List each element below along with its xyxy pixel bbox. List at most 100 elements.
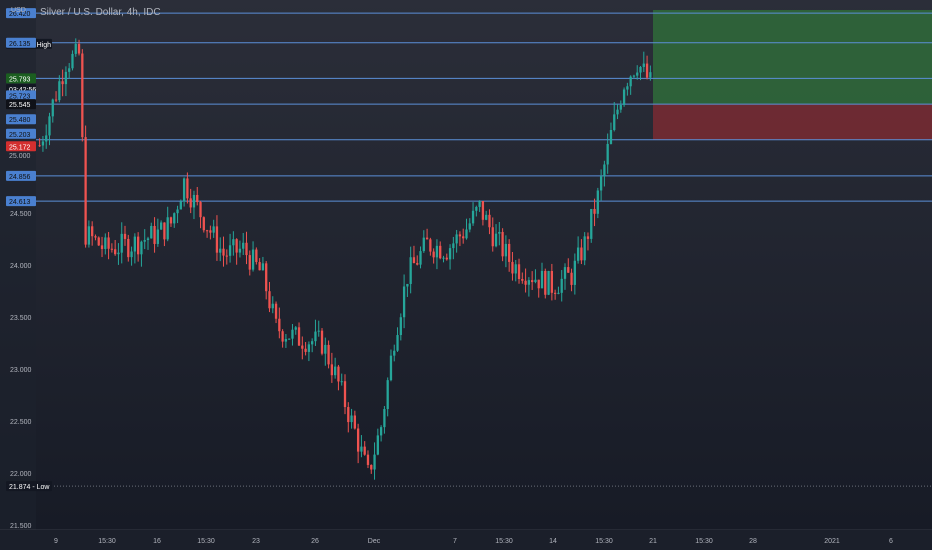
candle-body[interactable] — [251, 249, 255, 270]
candle-body[interactable] — [343, 381, 347, 408]
candle-body[interactable] — [307, 344, 311, 352]
candle-body[interactable] — [291, 329, 294, 339]
candle-body[interactable] — [189, 198, 192, 208]
candle-body[interactable] — [130, 251, 133, 258]
candle-body[interactable] — [622, 89, 626, 105]
candle-body[interactable] — [353, 415, 356, 429]
candle-body[interactable] — [288, 338, 291, 340]
candle-body[interactable] — [563, 267, 567, 279]
candle-body[interactable] — [425, 237, 429, 240]
candle-body[interactable] — [393, 350, 396, 356]
candle-body[interactable] — [159, 222, 163, 230]
candle-body[interactable] — [156, 229, 159, 244]
candle-body[interactable] — [521, 278, 524, 281]
candle-body[interactable] — [136, 236, 140, 255]
candle-body[interactable] — [61, 81, 64, 85]
candle-body[interactable] — [494, 233, 498, 247]
candle-body[interactable] — [448, 248, 452, 260]
candle-body[interactable] — [491, 227, 494, 247]
candle-body[interactable] — [360, 446, 363, 452]
candle-body[interactable] — [173, 213, 176, 224]
candle-body[interactable] — [429, 239, 432, 252]
candle-body[interactable] — [120, 233, 123, 253]
candle-body[interactable] — [314, 331, 317, 342]
candle-body[interactable] — [442, 257, 445, 259]
candle-body[interactable] — [48, 116, 51, 136]
candle-body[interactable] — [38, 145, 41, 147]
candle-body[interactable] — [51, 99, 54, 117]
candle-body[interactable] — [268, 291, 271, 309]
candle-body[interactable] — [540, 270, 544, 289]
candle-body[interactable] — [100, 245, 104, 249]
candle-body[interactable] — [123, 233, 127, 239]
candle-body[interactable] — [192, 194, 196, 208]
candle-body[interactable] — [468, 223, 471, 230]
candle-body[interactable] — [553, 292, 557, 294]
candle-body[interactable] — [445, 257, 448, 260]
candle-body[interactable] — [416, 263, 419, 265]
candle-body[interactable] — [478, 200, 481, 207]
candle-body[interactable] — [471, 210, 475, 224]
candle-body[interactable] — [74, 43, 77, 54]
candle-body[interactable] — [45, 135, 48, 142]
candle-body[interactable] — [419, 251, 422, 265]
candle-body[interactable] — [324, 344, 327, 354]
candle-body[interactable] — [629, 76, 632, 87]
candle-body[interactable] — [422, 237, 425, 252]
candle-body[interactable] — [219, 248, 222, 253]
candle-body[interactable] — [117, 252, 120, 255]
candle-body[interactable] — [317, 330, 320, 332]
candle-body[interactable] — [465, 229, 468, 239]
candle-body[interactable] — [77, 43, 81, 54]
candle-body[interactable] — [475, 206, 478, 211]
candle-body[interactable] — [534, 279, 537, 283]
candle-body[interactable] — [547, 271, 550, 295]
candle-body[interactable] — [294, 327, 297, 330]
candle-body[interactable] — [258, 262, 261, 271]
candle-body[interactable] — [435, 245, 439, 258]
candle-body[interactable] — [370, 464, 373, 470]
candle-body[interactable] — [225, 255, 228, 257]
candle-body[interactable] — [320, 330, 324, 354]
candle-body[interactable] — [639, 66, 642, 73]
candle-body[interactable] — [485, 214, 488, 220]
candle-body[interactable] — [238, 248, 242, 253]
candle-body[interactable] — [606, 143, 609, 165]
candle-body[interactable] — [402, 286, 406, 318]
candle-body[interactable] — [363, 446, 366, 455]
candle-body[interactable] — [146, 238, 150, 241]
candle-body[interactable] — [327, 344, 330, 365]
candle-body[interactable] — [544, 270, 547, 295]
candle-body[interactable] — [196, 194, 199, 203]
candle-body[interactable] — [511, 261, 514, 274]
candle-body[interactable] — [439, 245, 442, 259]
candle-body[interactable] — [609, 129, 613, 144]
candle-body[interactable] — [182, 178, 186, 202]
candle-body[interactable] — [488, 214, 491, 228]
candle-body[interactable] — [517, 264, 521, 279]
candle-body[interactable] — [636, 72, 639, 76]
candle-body[interactable] — [576, 247, 580, 261]
candle-body[interactable] — [97, 237, 100, 246]
candle-body[interactable] — [409, 257, 412, 284]
candle-body[interactable] — [41, 141, 45, 146]
candle-body[interactable] — [560, 278, 563, 293]
candle-body[interactable] — [140, 241, 143, 255]
candle-body[interactable] — [537, 279, 540, 289]
candle-body[interactable] — [550, 271, 554, 293]
candle-body[interactable] — [304, 348, 307, 352]
candle-body[interactable] — [613, 114, 616, 130]
candle-body[interactable] — [567, 267, 570, 273]
candle-body[interactable] — [179, 201, 182, 210]
candle-body[interactable] — [265, 263, 268, 292]
candle-body[interactable] — [350, 415, 353, 423]
candle-body[interactable] — [205, 230, 209, 232]
candle-body[interactable] — [228, 245, 232, 256]
candle-body[interactable] — [186, 178, 189, 199]
candle-body[interactable] — [616, 109, 619, 115]
candle-body[interactable] — [104, 237, 107, 249]
candle-body[interactable] — [150, 225, 153, 239]
candle-body[interactable] — [557, 292, 560, 294]
candle-body[interactable] — [311, 341, 314, 345]
candle-body[interactable] — [379, 427, 383, 436]
